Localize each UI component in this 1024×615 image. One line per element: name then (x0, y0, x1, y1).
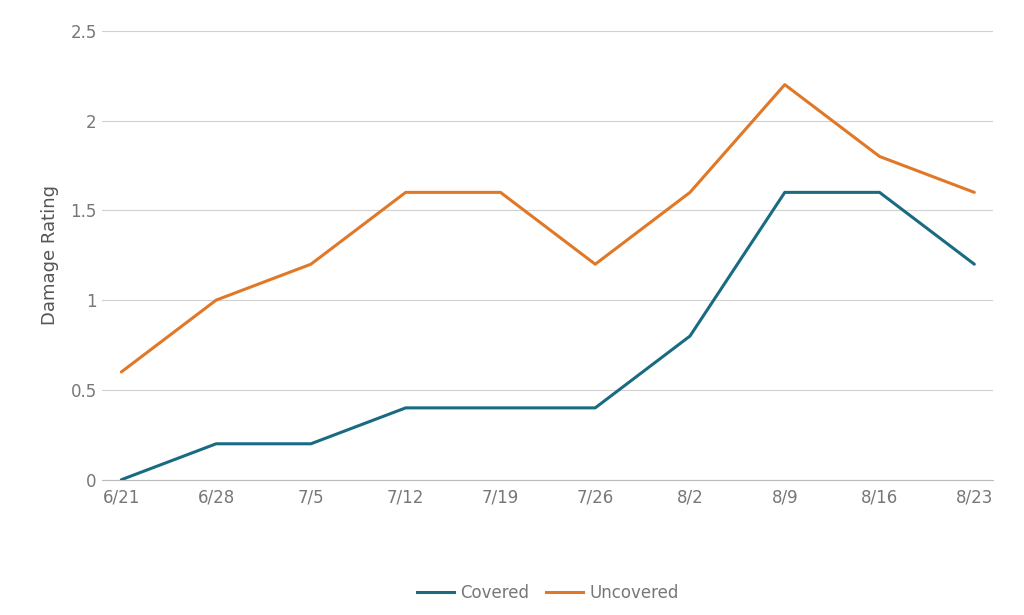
Covered (116, 476, 128, 483)
Uncovered (399, 189, 412, 196)
Covered (495, 404, 507, 411)
Line: Covered: Covered (122, 192, 974, 480)
Covered (968, 261, 980, 268)
Covered (684, 332, 696, 339)
Line: Uncovered: Uncovered (122, 85, 974, 372)
Covered (210, 440, 222, 448)
Covered (305, 440, 317, 448)
Covered (399, 404, 412, 411)
Uncovered (684, 189, 696, 196)
Uncovered (968, 189, 980, 196)
Legend: Covered, Uncovered: Covered, Uncovered (411, 578, 685, 609)
Covered (873, 189, 886, 196)
Covered (589, 404, 601, 411)
Uncovered (210, 296, 222, 304)
Uncovered (305, 261, 317, 268)
Uncovered (873, 153, 886, 160)
Uncovered (116, 368, 128, 376)
Uncovered (495, 189, 507, 196)
Y-axis label: Damage Rating: Damage Rating (41, 185, 59, 325)
Uncovered (778, 81, 791, 89)
Covered (778, 189, 791, 196)
Uncovered (589, 261, 601, 268)
